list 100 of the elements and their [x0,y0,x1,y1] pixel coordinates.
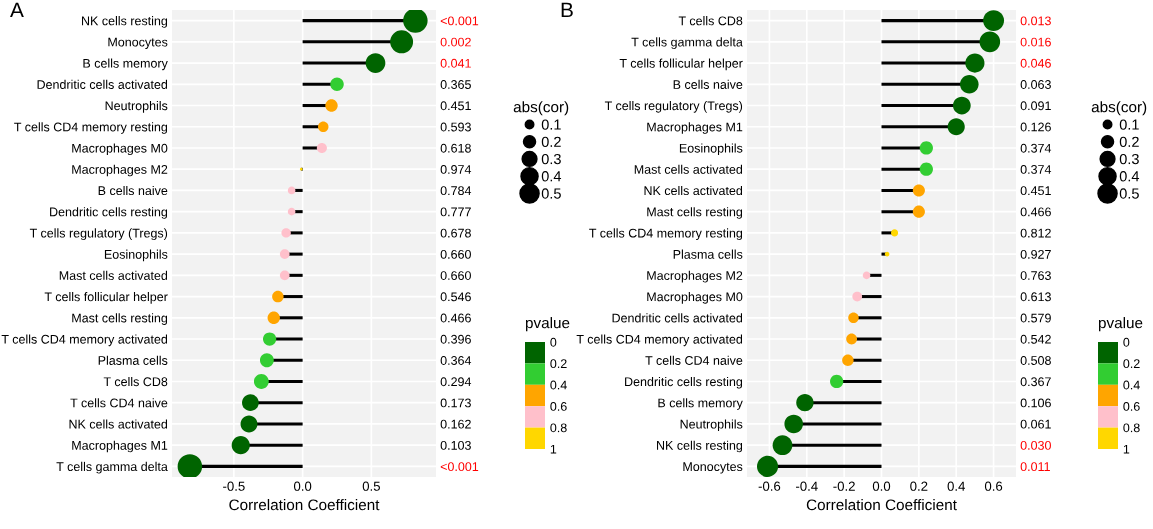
y2-tick-label: 0.777 [440,207,471,217]
y-tick-label: Mast cells resting [647,207,743,219]
legend-label: 0.3 [1119,153,1139,165]
y-tick-label: Mast cells activated [59,270,168,280]
point [912,184,925,197]
y-tick-label: Mast cells resting [72,313,168,325]
y2-tick-label: 0.466 [440,313,471,323]
x-tick-label: 0.4 [947,481,966,491]
y2-tick-label: 0.013 [1020,16,1051,26]
y2-tick-label: 0.103 [440,440,471,450]
legend-label: 0.4 [1119,171,1140,182]
point [912,205,925,218]
y-tick-label: Macrophages M1 [647,122,743,134]
y-tick-label: B cells memory [83,58,168,71]
y-tick-label: B cells memory [658,398,743,410]
y2-tick-label: 0.396 [440,334,471,344]
y-tick-label: Neutrophils [105,100,168,113]
y2-tick-label: 0.091 [1020,101,1051,111]
y2-tick-label: 0.365 [440,80,471,89]
y-tick-label: T cells follicular helper [44,292,168,304]
y2-tick-label: 0.294 [440,377,472,387]
legend-label: 0.3 [541,153,561,165]
x-tick-label: -0.5 [223,481,245,491]
y2-tick-label: 0.542 [1020,334,1051,344]
y2-tick-label: 0.063 [1020,80,1051,89]
y-tick-label: Macrophages M2 [72,164,168,177]
y-tick-label: T cells CD8 [103,376,168,387]
y-tick-label: NK cells resting [657,440,743,453]
y2-tick-label: 0.613 [1020,292,1051,302]
legend-label: 0.2 [1119,136,1139,147]
y-tick-label: T cells CD4 memory resting [14,122,168,134]
x-axis-title: Correlation Coefficient [229,499,380,511]
color-bar-title: pvalue [525,317,570,332]
y2-tick-label: 0.927 [1020,249,1051,259]
y-tick-label: T cells gamma delta [56,461,168,474]
y2-tick-label: 0.011 [1020,462,1050,472]
legend-label: 0.4 [541,171,562,182]
y2-tick-label: 0.030 [1020,440,1051,450]
y2-tick-label: 0.367 [1020,377,1051,387]
y-tick-label: T cells CD4 naive [645,355,743,365]
y2-tick-label: 0.374 [1020,165,1052,174]
y2-tick-label: 0.974 [440,165,472,174]
legend-label: 0.1 [541,119,561,130]
color-bar-label: 0.6 [550,402,567,411]
y2-tick-label: 0.046 [1020,58,1051,68]
legend-label: 0.5 [1119,188,1139,199]
y2-tick-label: 0.041 [440,58,471,68]
y2-tick-label: 0.451 [440,101,471,111]
y2-tick-label: 0.593 [440,122,471,132]
y2-tick-label: 0.618 [440,143,471,153]
y-tick-label: Dendritic cells activated [612,313,743,323]
color-bar-label: 0.8 [1123,423,1140,433]
point [259,353,274,368]
y2-tick-label: 0.546 [440,292,471,302]
y2-tick-label: 0.016 [1020,37,1051,47]
x-tick-label: 0.0 [872,481,891,491]
point [325,99,338,112]
y-tick-label: T cells gamma delta [631,37,743,49]
point [267,311,280,324]
y-tick-label: NK cells resting [82,16,168,28]
y-tick-label: Plasma cells [98,355,168,365]
y2-tick-label: 0.660 [440,249,471,259]
y-tick-label: Monocytes [683,462,743,474]
color-bar-label: 1 [550,444,557,454]
y-tick-label: B cells naive [673,79,743,89]
x-tick-label: -0.2 [833,481,855,491]
y-tick-label: T cells regulatory (Tregs) [29,228,168,241]
point [272,290,284,303]
legend-label: 0.1 [1119,119,1139,130]
point [253,374,269,389]
y-tick-label: Mast cells activated [634,164,743,174]
color-bar-label: 0 [1123,337,1130,347]
x-tick-label: 0.6 [984,481,1003,491]
legend-title: abs(cor) [1091,101,1147,116]
y2-tick-label: 0.002 [440,37,471,47]
y-tick-label: Dendritic cells activated [37,79,168,89]
y-tick-label: T cells regulatory (Tregs) [604,100,743,113]
y2-tick-label: 0.812 [1020,228,1051,238]
chart-title: A [10,2,24,18]
y-tick-label: T cells CD4 memory activated [576,334,743,347]
x-tick-label: 0.5 [362,481,380,491]
y-tick-label: Macrophages M0 [72,143,168,156]
color-bar-title: pvalue [1098,317,1143,332]
y-tick-label: NK cells activated [644,185,743,196]
point [316,142,327,154]
y-tick-label: B cells naive [98,185,168,196]
y2-tick-label: 0.466 [1020,207,1051,217]
y-tick-label: Eosinophils [104,249,168,262]
y-tick-label: Eosinophils [679,143,743,156]
y2-tick-label: 0.374 [1020,143,1052,153]
color-bar-label: 0.4 [1123,380,1140,390]
y2-tick-label: 0.763 [1020,271,1051,280]
legend-title: abs(cor) [513,101,569,116]
point [919,141,933,155]
y2-tick-label: 0.784 [440,186,472,196]
color-bar-label: 0.4 [550,380,567,390]
y-tick-label: Macrophages M1 [72,440,168,453]
y-tick-label: Dendritic cells resting [50,207,168,219]
y2-tick-label: 0.579 [1020,313,1051,323]
color-bar-label: 0.2 [550,359,567,369]
